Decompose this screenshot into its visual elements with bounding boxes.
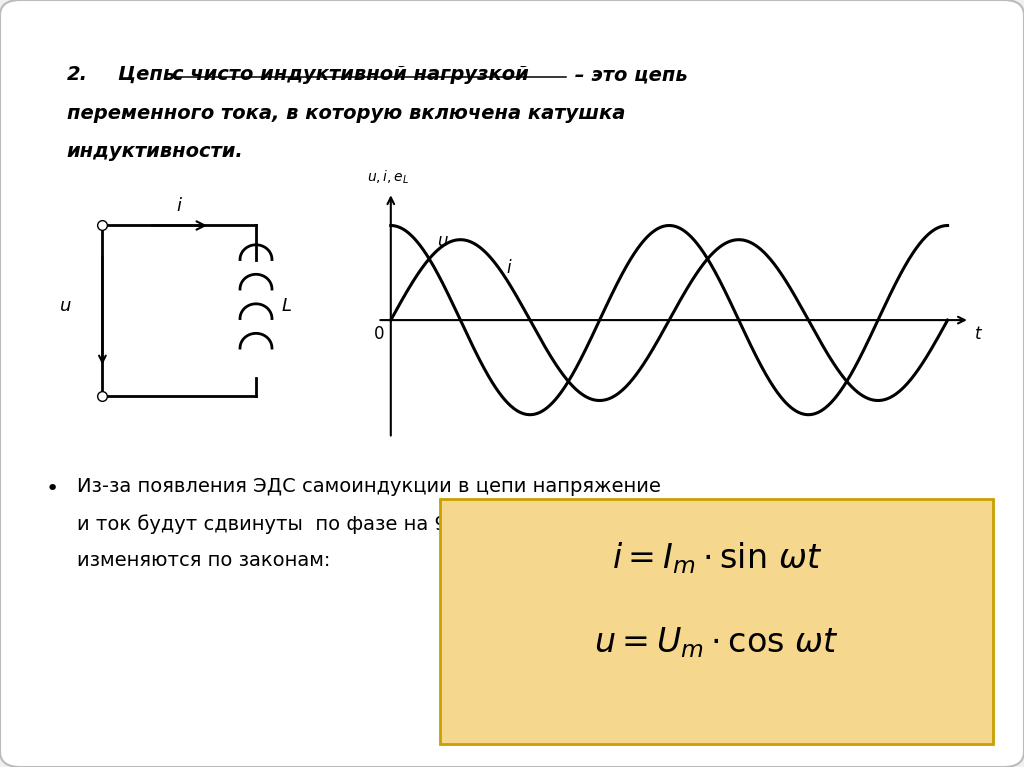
Text: $L$: $L$: [282, 297, 292, 314]
Text: $u,i,e_L$: $u,i,e_L$: [368, 169, 410, 186]
Text: – это цепь: – это цепь: [568, 65, 688, 84]
Text: $i$: $i$: [506, 258, 513, 277]
Text: Из-за появления ЭДС самоиндукции в цепи напряжение: Из-за появления ЭДС самоиндукции в цепи …: [77, 477, 660, 496]
Text: $u$: $u$: [437, 232, 450, 250]
Text: •: •: [46, 479, 59, 499]
Point: [560, 72, 572, 81]
Point: [166, 72, 178, 81]
Text: 2.: 2.: [67, 65, 88, 84]
Text: $t$: $t$: [974, 325, 983, 343]
Text: и ток будут сдвинуты  по фазе на 90 градусов и: и ток будут сдвинуты по фазе на 90 граду…: [77, 514, 578, 534]
Text: $i = I_m \cdot \sin\,\omega t$: $i = I_m \cdot \sin\,\omega t$: [611, 541, 822, 577]
Text: индуктивности.: индуктивности.: [67, 142, 244, 161]
Text: $i$: $i$: [176, 197, 182, 216]
Text: Цепь: Цепь: [118, 65, 182, 84]
Text: $u$: $u$: [59, 297, 72, 314]
Text: $u = U_m \cdot \cos\,\omega t$: $u = U_m \cdot \cos\,\omega t$: [594, 625, 840, 660]
FancyBboxPatch shape: [440, 499, 993, 744]
Text: с чисто индуктивной нагрузкой: с чисто индуктивной нагрузкой: [172, 65, 528, 84]
Text: переменного тока, в которую включена катушка: переменного тока, в которую включена кат…: [67, 104, 625, 123]
Text: 0: 0: [374, 325, 384, 343]
Text: изменяются по законам:: изменяются по законам:: [77, 551, 330, 570]
